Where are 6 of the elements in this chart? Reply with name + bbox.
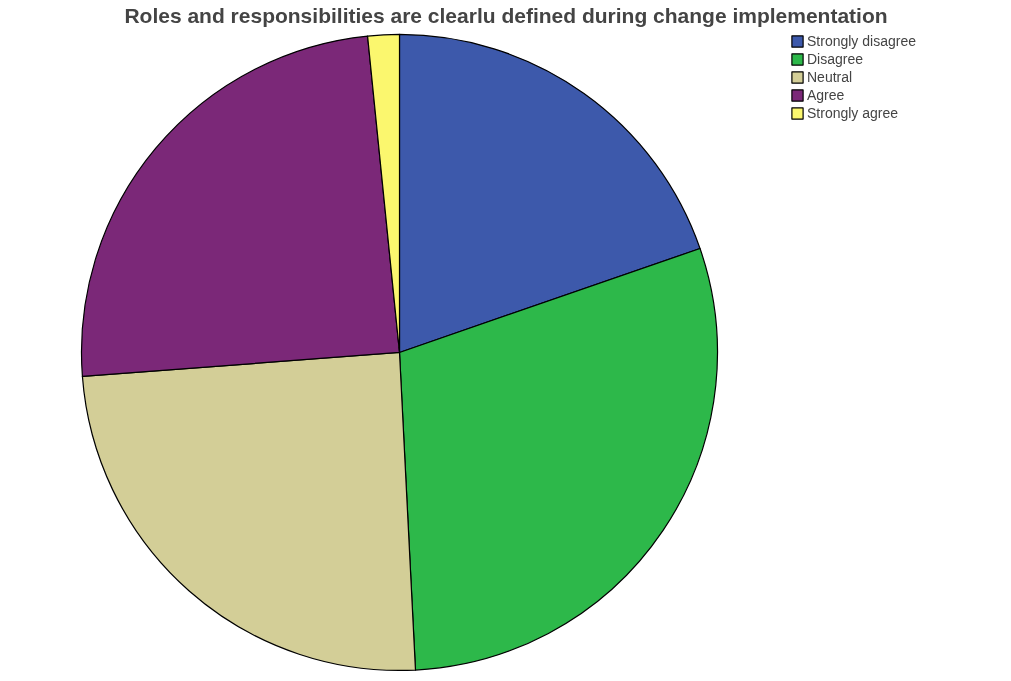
chart-title: Roles and responsibilities are clearlu defined during change implementation	[124, 3, 888, 27]
legend-label: Disagree	[807, 51, 864, 67]
legend-label: Agree	[807, 87, 845, 103]
legend-label: Strongly disagree	[807, 33, 916, 49]
legend-label: Neutral	[807, 69, 853, 85]
legend-label: Strongly agree	[807, 105, 899, 121]
